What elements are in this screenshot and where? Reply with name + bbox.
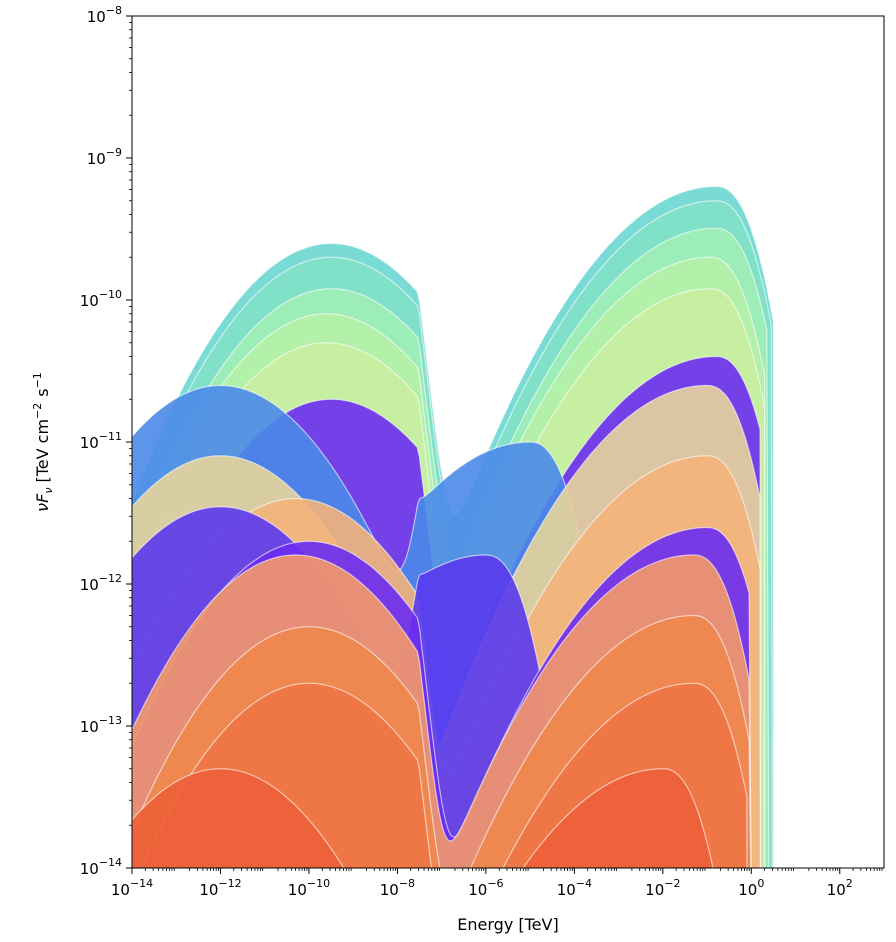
x-tick-label-3: 10−8 xyxy=(380,877,415,899)
x-tick-label-8: 102 xyxy=(827,877,853,899)
y-tick-label-2: 10−12 xyxy=(80,572,122,594)
series-layer xyxy=(132,185,775,868)
y-tick-label-0: 10−14 xyxy=(80,856,122,878)
x-tick-label-2: 10−10 xyxy=(288,877,330,899)
y-tick-label-1: 10−13 xyxy=(80,714,122,736)
y-label-sub: ν xyxy=(42,488,55,494)
y-tick-label-5: 10−9 xyxy=(87,146,122,168)
y-axis: 10−14 10−13 10−12 10−11 10−10 10−9 10−8 xyxy=(80,4,132,878)
x-tick-label-4: 10−6 xyxy=(468,877,503,899)
x-tick-label-0: 10−14 xyxy=(111,877,153,899)
y-axis-label: νFν [TeV cm−2 s−1 xyxy=(31,372,55,512)
y-label-nu: ν xyxy=(33,503,52,512)
y-tick-label-3: 10−11 xyxy=(80,430,122,452)
y-tick-label-6: 10−8 xyxy=(87,4,122,26)
x-axis-label: Energy [TeV] xyxy=(457,915,558,934)
x-tick-label-1: 10−12 xyxy=(199,877,241,899)
x-tick-label-6: 10−2 xyxy=(645,877,680,899)
series-band-14 xyxy=(132,768,714,868)
y-label-exp2: −1 xyxy=(31,372,44,388)
y-label-exp1: −2 xyxy=(31,403,44,419)
x-axis: 10−14 10−12 10−10 10−8 10−6 10−4 10−2 100 102 xyxy=(111,868,883,899)
y-label-s: s xyxy=(33,388,52,396)
x-tick-label-7: 100 xyxy=(738,877,764,899)
y-label-unit: [TeV cm xyxy=(33,419,52,483)
y-label-f: F xyxy=(33,493,52,503)
y-tick-label-4: 10−10 xyxy=(80,288,122,310)
x-tick-label-5: 10−4 xyxy=(557,877,592,899)
